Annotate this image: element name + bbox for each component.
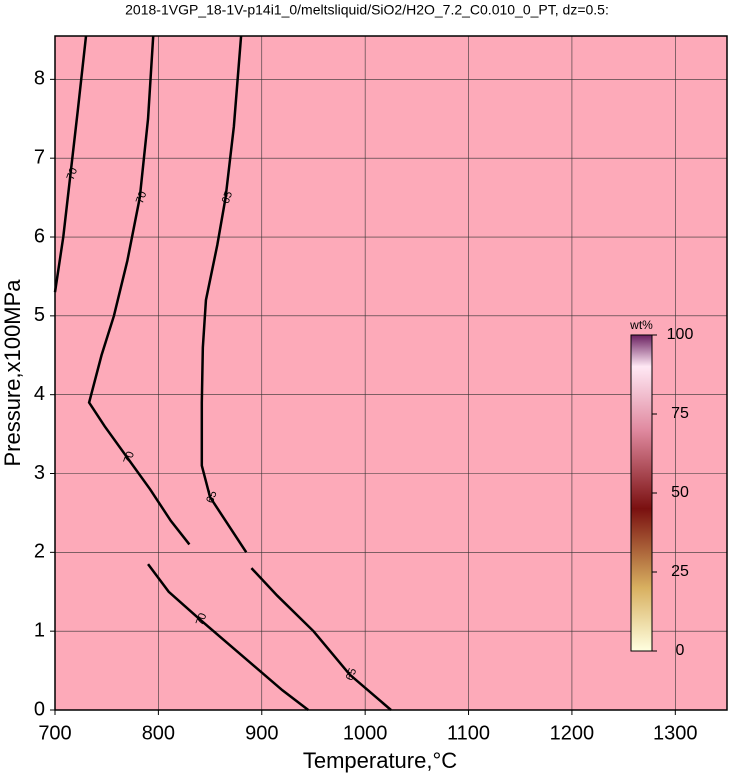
plot-area: [55, 36, 727, 710]
colorbar-label: wt%: [629, 318, 653, 332]
chart-title: 2018-1VGP_18-1V-p14i1_0/meltsliquid/SiO2…: [125, 2, 609, 18]
y-tick-label: 4: [34, 383, 45, 405]
colorbar-tick-label: 25: [671, 563, 689, 580]
x-tick-label: 800: [142, 722, 175, 744]
colorbar-tick-label: 75: [671, 405, 689, 422]
contour-label: 70: [65, 166, 80, 182]
y-tick-label: 6: [34, 225, 45, 247]
colorbar: [630, 334, 653, 652]
plot-frame: [54, 35, 728, 711]
colorbar-tick-label: 50: [671, 484, 689, 501]
x-tick-label: 700: [38, 722, 71, 744]
colorbar-tick-label: 100: [667, 326, 694, 343]
y-tick-label: 1: [34, 619, 45, 641]
contour-line: [53, 35, 88, 293]
x-tick-label: 1300: [653, 722, 698, 744]
y-axis-label: Pressure,x100MPa: [0, 279, 25, 467]
colorbar-tick-label: 0: [676, 642, 685, 659]
y-tick-label: 5: [34, 304, 45, 326]
x-tick-label: 1000: [343, 722, 388, 744]
x-tick-label: 1100: [447, 722, 490, 744]
y-tick-label: 7: [34, 146, 45, 168]
y-tick-label: 2: [34, 541, 45, 563]
x-tick-label: 900: [245, 722, 278, 744]
y-tick-label: 0: [34, 698, 45, 720]
contour-line: [87, 35, 310, 711]
y-tick-label: 8: [34, 68, 45, 90]
x-axis-label: Temperature,°C: [303, 748, 457, 773]
x-tick-label: 1200: [550, 722, 595, 744]
y-tick-label: 3: [34, 462, 45, 484]
contour-label: 65: [220, 190, 235, 206]
contour-line: [200, 35, 392, 711]
